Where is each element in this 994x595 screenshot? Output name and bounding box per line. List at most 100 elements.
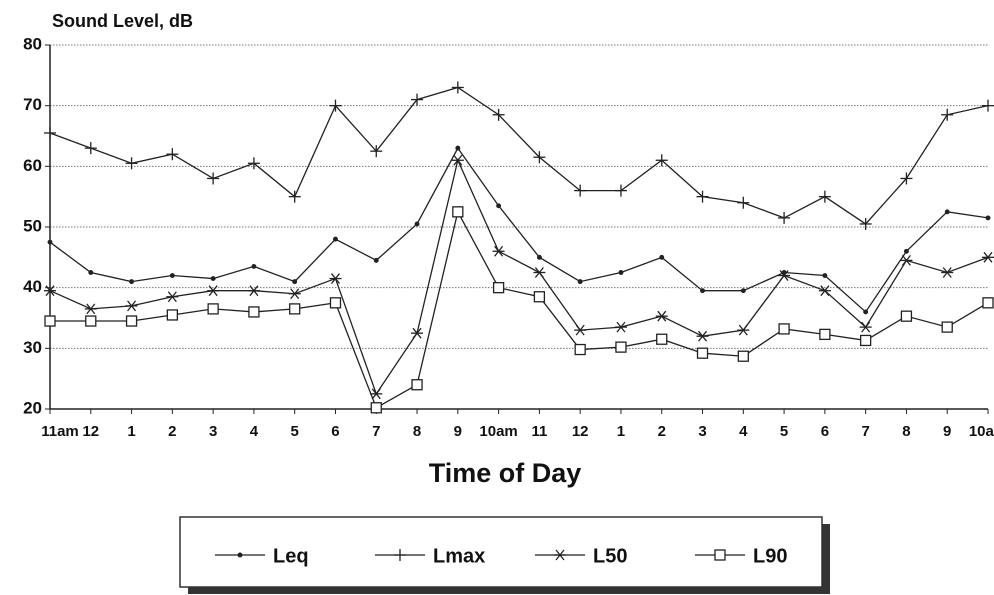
- marker: [84, 142, 97, 155]
- marker-square: [329, 297, 342, 309]
- marker-stroke: [371, 388, 381, 400]
- marker: [574, 324, 587, 336]
- marker: [492, 108, 505, 121]
- marker-square: [370, 402, 382, 414]
- marker: [207, 303, 219, 315]
- marker-stroke: [861, 321, 871, 333]
- marker-dot: [373, 257, 379, 263]
- marker: [818, 285, 831, 297]
- marker-square: [615, 341, 627, 353]
- marker-stroke: [412, 327, 422, 339]
- legend-label: L90: [753, 545, 787, 567]
- marker: [166, 148, 179, 161]
- marker: [577, 279, 583, 285]
- marker: [207, 285, 220, 297]
- marker-stroke: [738, 324, 748, 336]
- marker: [288, 288, 301, 300]
- x-tick-label: 4: [250, 423, 259, 440]
- marker: [496, 203, 502, 209]
- marker: [941, 267, 954, 278]
- marker: [818, 190, 831, 203]
- marker: [819, 328, 831, 341]
- marker-stroke: [983, 251, 993, 263]
- marker: [985, 215, 991, 221]
- x-tick-label: 4: [739, 423, 748, 440]
- marker: [696, 190, 709, 203]
- marker: [655, 310, 668, 322]
- x-tick-label: 8: [413, 423, 421, 440]
- marker: [614, 321, 627, 333]
- marker-stroke: [86, 303, 96, 315]
- marker: [982, 251, 994, 263]
- marker-dot: [414, 221, 420, 227]
- x-tick-label: 2: [658, 423, 666, 440]
- marker-stroke: [208, 285, 218, 297]
- marker: [903, 248, 909, 254]
- marker-square: [737, 350, 749, 362]
- marker: [714, 549, 726, 561]
- marker: [289, 303, 301, 315]
- marker: [125, 300, 138, 312]
- marker: [740, 288, 746, 294]
- x-tick-label: 6: [821, 423, 829, 440]
- marker-square: [492, 282, 505, 294]
- marker: [941, 108, 954, 121]
- x-axis-label: Time of Day: [429, 458, 582, 488]
- marker-square: [982, 297, 994, 309]
- chart-title: Sound Level, dB: [52, 11, 193, 31]
- marker: [452, 206, 464, 218]
- x-tick-label: 7: [861, 423, 869, 440]
- marker-square: [125, 315, 138, 327]
- marker: [982, 99, 994, 112]
- marker: [656, 333, 668, 345]
- marker: [982, 297, 994, 309]
- marker: [455, 145, 461, 151]
- marker: [370, 402, 382, 414]
- marker: [859, 217, 872, 230]
- x-tick-label: 10am: [479, 423, 517, 440]
- marker: [288, 190, 301, 203]
- marker: [129, 279, 135, 285]
- marker-square: [819, 328, 831, 341]
- marker: [237, 552, 243, 558]
- marker-dot: [903, 248, 909, 254]
- marker-stroke: [494, 245, 504, 257]
- marker: [292, 279, 298, 285]
- x-tick-label: 5: [780, 423, 788, 440]
- marker: [247, 285, 260, 297]
- marker: [166, 291, 179, 303]
- marker-dot: [455, 145, 461, 151]
- x-tick-label: 10am: [969, 423, 994, 440]
- marker-square: [714, 549, 726, 561]
- marker-stroke: [555, 549, 565, 561]
- marker: [737, 350, 749, 362]
- marker-dot: [47, 239, 53, 245]
- x-tick-label: 1: [127, 423, 135, 440]
- marker: [251, 263, 257, 269]
- series-line: [49, 158, 989, 396]
- marker: [900, 310, 913, 322]
- marker: [451, 154, 464, 166]
- marker-dot: [129, 279, 135, 285]
- x-tick-label: 8: [902, 423, 910, 440]
- y-tick-label: 30: [23, 338, 42, 357]
- marker-square: [900, 310, 913, 322]
- marker: [696, 347, 709, 359]
- x-tick-label: 9: [943, 423, 951, 440]
- marker-stroke: [45, 285, 55, 297]
- marker: [618, 270, 624, 275]
- marker: [166, 309, 178, 321]
- marker: [414, 221, 420, 227]
- marker-dot: [618, 270, 624, 275]
- marker-square: [778, 323, 790, 335]
- marker-stroke: [534, 267, 544, 278]
- marker: [696, 330, 709, 342]
- marker: [88, 270, 94, 275]
- marker: [659, 254, 665, 260]
- marker-dot: [88, 270, 94, 275]
- marker: [329, 297, 342, 309]
- marker-dot: [536, 254, 542, 260]
- marker-dot: [863, 309, 869, 315]
- marker-stroke: [575, 324, 585, 336]
- marker: [84, 303, 97, 315]
